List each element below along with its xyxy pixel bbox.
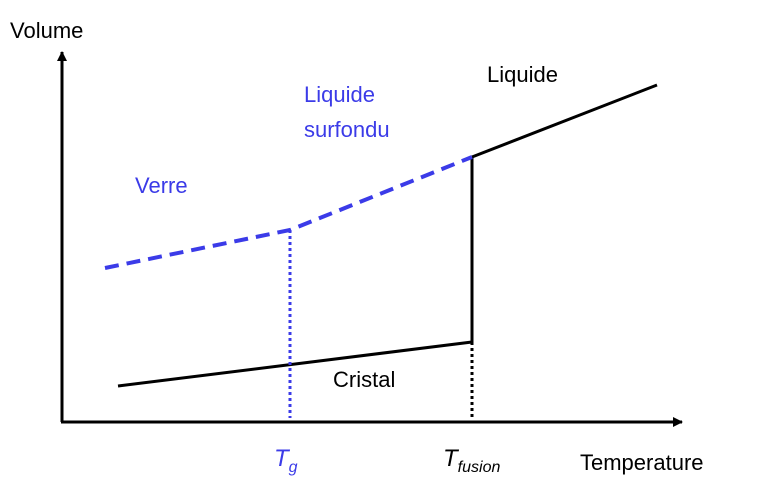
liquid-label: Liquide [487,62,558,87]
tg-marker: Tg [274,445,298,476]
marker-symbol: T [274,445,291,472]
tfusion-marker: Tfusion [443,445,500,476]
glass-label: Verre [135,173,188,198]
marker-subscript: g [289,459,298,476]
crystal-label: Cristal [333,367,395,392]
marker-subscript: fusion [458,459,501,476]
liquid-line [471,83,658,159]
crystal-line [117,340,473,388]
supercooled-label: Liquide [304,82,375,107]
y-axis-label: Volume [10,18,83,43]
x-axis-label: Temperature [580,450,704,475]
supercooled-label: surfondu [304,117,390,142]
marker-symbol: T [443,445,460,472]
